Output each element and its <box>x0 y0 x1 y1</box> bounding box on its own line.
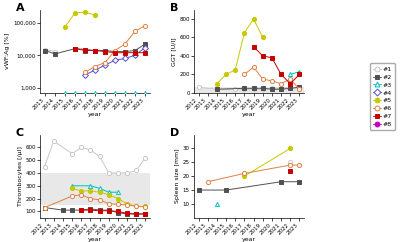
Legend: #1, #2, #3, #4, #5, #6, #7, #8: #1, #2, #3, #4, #5, #6, #7, #8 <box>370 63 395 130</box>
Y-axis label: GGT [U/l]: GGT [U/l] <box>172 37 176 66</box>
Text: C: C <box>16 128 24 138</box>
Bar <box>194 87 304 93</box>
Y-axis label: vWF:Ag [%]: vWF:Ag [%] <box>5 33 10 69</box>
Text: A: A <box>16 3 24 13</box>
Bar <box>40 173 150 205</box>
Text: D: D <box>170 128 179 138</box>
Y-axis label: Thrombocytes [/μl]: Thrombocytes [/μl] <box>18 146 22 206</box>
Y-axis label: Spleen size [mm]: Spleen size [mm] <box>175 149 180 204</box>
X-axis label: year: year <box>242 112 256 117</box>
X-axis label: year: year <box>88 237 102 242</box>
Text: B: B <box>170 3 178 13</box>
X-axis label: year: year <box>88 112 102 117</box>
X-axis label: year: year <box>242 237 256 242</box>
